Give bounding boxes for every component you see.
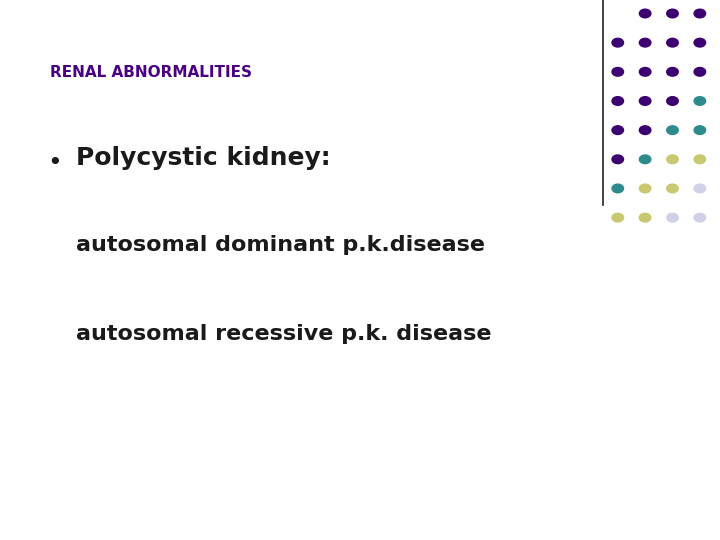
Circle shape	[694, 68, 706, 76]
Circle shape	[667, 38, 678, 47]
Circle shape	[694, 38, 706, 47]
Circle shape	[667, 126, 678, 134]
Circle shape	[639, 38, 651, 47]
Circle shape	[639, 126, 651, 134]
Circle shape	[639, 97, 651, 105]
Text: Polycystic kidney:: Polycystic kidney:	[76, 146, 330, 170]
Circle shape	[667, 184, 678, 193]
Circle shape	[639, 184, 651, 193]
Text: autosomal dominant p.k.disease: autosomal dominant p.k.disease	[76, 235, 485, 255]
Circle shape	[667, 9, 678, 18]
Circle shape	[612, 68, 624, 76]
Circle shape	[694, 97, 706, 105]
Circle shape	[694, 126, 706, 134]
Circle shape	[694, 213, 706, 222]
Circle shape	[639, 68, 651, 76]
Text: RENAL ABNORMALITIES: RENAL ABNORMALITIES	[50, 65, 253, 80]
Circle shape	[612, 126, 624, 134]
Text: •: •	[47, 151, 61, 175]
Circle shape	[694, 155, 706, 164]
Text: autosomal recessive p.k. disease: autosomal recessive p.k. disease	[76, 324, 491, 344]
Circle shape	[667, 155, 678, 164]
Circle shape	[612, 97, 624, 105]
Circle shape	[639, 9, 651, 18]
Circle shape	[612, 213, 624, 222]
Circle shape	[667, 68, 678, 76]
Circle shape	[612, 38, 624, 47]
Circle shape	[694, 184, 706, 193]
Circle shape	[639, 155, 651, 164]
Circle shape	[667, 97, 678, 105]
Circle shape	[612, 184, 624, 193]
Circle shape	[612, 155, 624, 164]
Circle shape	[639, 213, 651, 222]
Circle shape	[667, 213, 678, 222]
Circle shape	[694, 9, 706, 18]
